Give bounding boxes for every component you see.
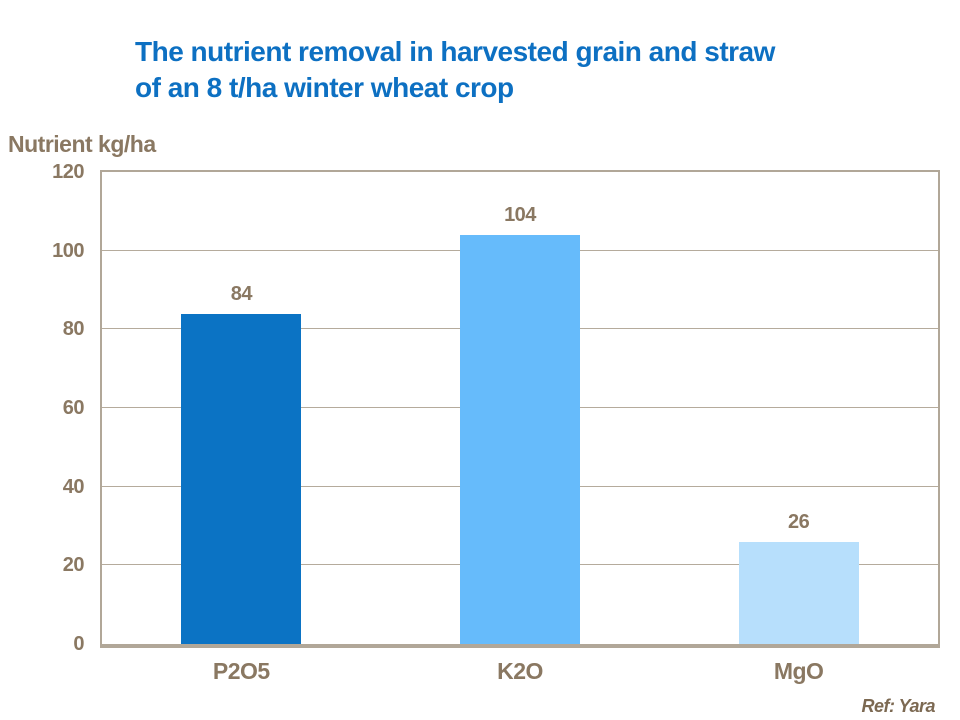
bar-group: 104 (460, 172, 580, 644)
page-title-line-1: The nutrient removal in harvested grain … (135, 36, 775, 67)
bar (738, 541, 859, 644)
y-tick-label: 40 (62, 475, 85, 498)
y-tick-label: 20 (62, 554, 85, 577)
y-tick-label: 120 (52, 161, 84, 183)
plot-area: 84 104 26 (100, 170, 940, 648)
bar (460, 234, 580, 644)
bar (181, 313, 302, 644)
bar-group: 26 (738, 172, 859, 644)
y-tick-label: 100 (52, 239, 84, 262)
y-axis-tick-labels: 0 20 40 60 80 100 120 (0, 162, 85, 654)
bar-value-label: 26 (788, 510, 810, 533)
page-title: The nutrient removal in harvested grain … (135, 34, 935, 106)
bar-value-label: 104 (504, 203, 536, 226)
y-tick-label: 0 (73, 633, 84, 655)
page-title-line-2: of an 8 t/ha winter wheat crop (135, 72, 514, 103)
x-category-label: K2O (497, 658, 543, 684)
y-axis-title: Nutrient kg/ha (8, 131, 156, 157)
y-tick-label: 60 (62, 397, 85, 419)
x-category-label: MgO (773, 658, 824, 684)
x-axis-category-labels: P2O5 K2O MgO (102, 658, 938, 688)
bar-value-label: 84 (230, 282, 253, 305)
bar-group: 84 (181, 172, 302, 644)
x-category-label: P2O5 (212, 658, 270, 684)
y-tick-label: 80 (62, 318, 85, 341)
reference-label: Ref: Yara (861, 696, 935, 716)
